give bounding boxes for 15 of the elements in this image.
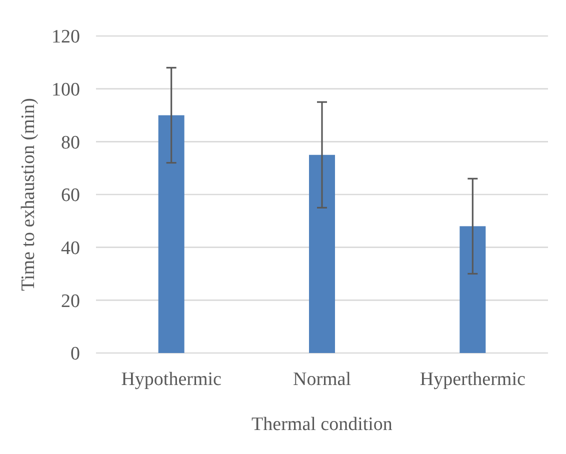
y-tick-label: 20 (61, 290, 80, 312)
y-tick-label: 100 (52, 79, 80, 100)
y-axis-title: Time to exhaustion (min) (18, 98, 39, 291)
bar (460, 226, 486, 353)
bar (309, 154, 335, 353)
x-axis-title: Thermal condition (252, 414, 393, 435)
y-tick-label: 60 (61, 185, 80, 206)
y-tick-label: 0 (70, 344, 80, 365)
y-tick-label: 120 (52, 26, 80, 48)
y-tick-label: 80 (61, 132, 80, 154)
bar (158, 115, 184, 353)
x-tick-label: Hypothermic (121, 369, 222, 390)
x-tick-label: Hyperthermic (420, 369, 526, 390)
x-tick-label: Normal (292, 369, 352, 390)
y-tick-label: 40 (61, 238, 80, 259)
